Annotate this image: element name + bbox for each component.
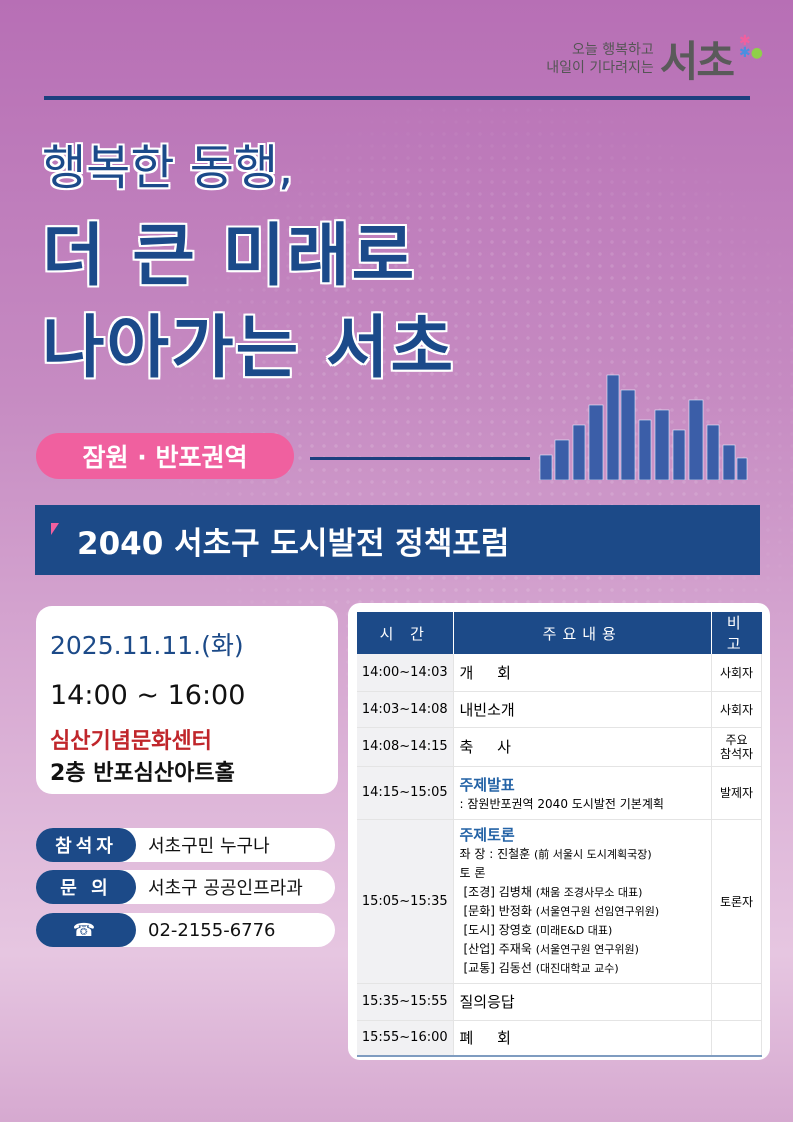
- schedule-panel: 시 간 주요내용 비 고 14:00~14:03 개 회 사회자 14:03~1…: [348, 603, 770, 1060]
- row-heading: 주제발표: [459, 775, 515, 794]
- schedule-table: 시 간 주요내용 비 고 14:00~14:03 개 회 사회자 14:03~1…: [357, 612, 762, 1057]
- inquiry-row: 문 의 서초구 공공인프라과: [36, 870, 335, 904]
- panelist: [도시] 장영호 (미래E&D 대표): [463, 923, 613, 937]
- forum-banner: 2040 서초구 도시발전 정책포럼: [35, 505, 760, 575]
- inquiry-value: 서초구 공공인프라과: [148, 878, 303, 899]
- event-date: 2025.11.11.(화): [50, 631, 244, 660]
- phone-number: 02-2155-6776: [148, 919, 276, 941]
- seocho-logo: 오늘 행복하고 내일이 기다려지는 서초 ✱ ✱●: [546, 28, 763, 89]
- forum-title: 2040 서초구 도시발전 정책포럼: [77, 525, 510, 562]
- row-content: 개 회: [453, 654, 712, 692]
- table-row: 14:08~14:15 축 사 주요 참석자: [357, 727, 762, 767]
- divider: [310, 457, 530, 460]
- triangle-icon: [51, 523, 59, 535]
- inquiry-label: 문 의: [36, 870, 136, 904]
- chair: 좌 장 : 진철훈: [459, 847, 531, 861]
- event-venue: 심산기념문화센터: [50, 729, 212, 754]
- panel-label: 토 론: [459, 866, 486, 880]
- title-line-2: 더 큰 미래로: [42, 217, 417, 296]
- panelist: [교통] 김동선 (대진대학교 교수): [463, 961, 619, 975]
- row-content: 주제토론 좌 장 : 진철훈 (前 서울시 도시계획국장) 토 론 [조경] 김…: [453, 819, 712, 984]
- table-row: 14:00~14:03 개 회 사회자: [357, 654, 762, 692]
- table-row: 14:15~15:05 주제발표 : 잠원반포권역 2040 도시발전 기본계획…: [357, 766, 762, 820]
- header-time: 시 간: [357, 612, 454, 654]
- region-pill: 잠원 · 반포권역: [36, 433, 294, 479]
- event-time: 14:00 ~ 16:00: [50, 680, 246, 711]
- row-note: 사회자: [711, 691, 762, 728]
- panelist: [문화] 반정화 (서울연구원 선임연구위원): [463, 904, 660, 918]
- table-row: 15:35~15:55 질의응답: [357, 983, 762, 1021]
- table-row: 14:03~14:08 내빈소개 사회자: [357, 691, 762, 728]
- table-row: 15:55~16:00 폐 회: [357, 1020, 762, 1057]
- row-note: 주요 참석자: [711, 727, 762, 767]
- row-content: 축 사: [453, 727, 712, 767]
- row-content: 질의응답: [453, 983, 712, 1021]
- divider: [44, 96, 750, 100]
- logo-mark: 서초: [659, 37, 735, 86]
- star-icon: ✱ ✱●: [739, 32, 763, 61]
- row-time: 14:08~14:15: [357, 727, 454, 767]
- phone-icon: ☎: [36, 913, 136, 947]
- logo-slogan-1: 오늘 행복하고: [572, 41, 654, 58]
- panelist: [조경] 김병채 (채움 조경사무소 대표): [463, 885, 643, 899]
- panelist: [산업] 주재욱 (서울연구원 연구위원): [463, 942, 639, 956]
- title-line-1: 행복한 동행,: [42, 140, 294, 196]
- row-note: 사회자: [711, 654, 762, 692]
- row-time: 15:35~15:55: [357, 983, 454, 1021]
- row-heading: 주제토론: [459, 826, 515, 844]
- city-skyline-graphic: [539, 374, 748, 480]
- title-line-3: 나아가는 서초: [42, 309, 456, 388]
- row-note: [711, 1020, 762, 1057]
- row-time: 14:00~14:03: [357, 654, 454, 692]
- row-content: 폐 회: [453, 1020, 712, 1057]
- row-content: 주제발표 : 잠원반포권역 2040 도시발전 기본계획: [453, 766, 712, 820]
- row-time: 15:55~16:00: [357, 1020, 454, 1057]
- header-content: 주요내용: [453, 612, 712, 654]
- header-note: 비 고: [711, 612, 762, 654]
- row-note: [711, 983, 762, 1021]
- table-header: 시 간 주요내용 비 고: [357, 612, 762, 654]
- row-note: 토론자: [711, 819, 762, 984]
- row-detail: : 잠원반포권역 2040 도시발전 기본계획: [459, 796, 664, 811]
- event-venue-detail: 2층 반포심산아트홀: [50, 761, 235, 786]
- row-content: 내빈소개: [453, 691, 712, 728]
- row-time: 15:05~15:35: [357, 819, 454, 984]
- logo-slogan-2: 내일이 기다려지는: [546, 59, 654, 76]
- attendees-label: 참석자: [36, 828, 136, 862]
- table-row: 15:05~15:35 주제토론 좌 장 : 진철훈 (前 서울시 도시계획국장…: [357, 819, 762, 984]
- attendees-value: 서초구민 누구나: [148, 836, 270, 857]
- event-info-card: 2025.11.11.(화) 14:00 ~ 16:00 심산기념문화센터 2층…: [36, 606, 338, 794]
- row-time: 14:03~14:08: [357, 691, 454, 728]
- attendees-row: 참석자 서초구민 누구나: [36, 828, 335, 862]
- chair-affiliation: (前 서울시 도시계획국장): [534, 848, 652, 861]
- phone-row: ☎ 02-2155-6776: [36, 913, 335, 947]
- row-note: 발제자: [711, 766, 762, 820]
- row-time: 14:15~15:05: [357, 766, 454, 820]
